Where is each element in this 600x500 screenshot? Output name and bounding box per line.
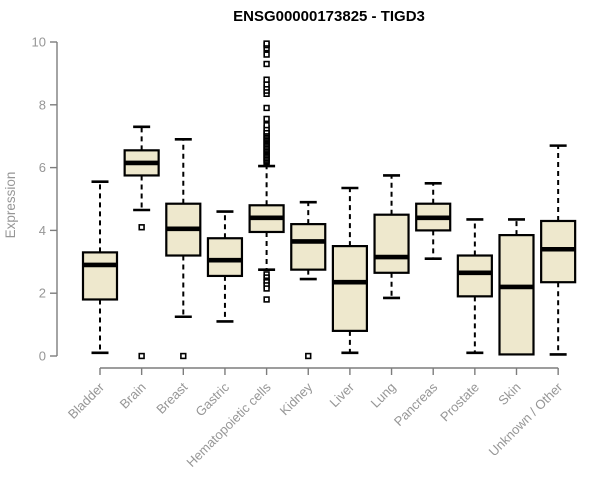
outlier-point (263, 296, 270, 303)
boxplot-unknown-other (540, 144, 577, 356)
x-tick-label: Prostate (437, 380, 482, 425)
outlier-point (263, 285, 270, 292)
boxplot-liver (331, 186, 368, 355)
outlier-point (138, 352, 145, 360)
boxplot-skin (498, 218, 535, 356)
x-tick-label: Pancreas (391, 379, 441, 429)
outlier-point (180, 352, 187, 360)
box (81, 251, 119, 301)
x-tick-label: Gastric (192, 379, 232, 419)
box (206, 237, 244, 278)
y-tick-label: 4 (39, 223, 46, 238)
boxplot-breast (165, 138, 202, 360)
box (540, 219, 577, 284)
box (331, 245, 368, 332)
chart-title: ENSG00000173825 - TIGD3 (233, 8, 425, 25)
y-tick-label: 2 (39, 286, 46, 301)
boxplot-gastric (206, 210, 244, 323)
box (456, 254, 493, 298)
y-tick-label: 10 (32, 35, 46, 50)
boxplot-hematopoietic-cells (248, 40, 285, 303)
outlier-point (263, 104, 270, 112)
y-tick-label: 0 (39, 349, 46, 364)
x-tick-label: Lung (368, 380, 399, 411)
outlier-point (305, 352, 312, 360)
outlier-point (263, 76, 270, 83)
x-tick-label: Bladder (65, 379, 108, 422)
boxplot-prostate (456, 218, 493, 355)
x-tick-label: Liver (326, 379, 357, 410)
box (373, 213, 410, 274)
box (290, 223, 327, 271)
outlier-point (263, 40, 270, 47)
outlier-point (263, 60, 270, 68)
outlier-point (138, 224, 145, 231)
y-tick-label: 8 (39, 97, 46, 112)
x-tick-label: Unknown / Other (486, 379, 566, 459)
y-axis-title: Expression (3, 172, 18, 239)
x-tick-label: Kidney (277, 379, 316, 418)
boxplot-brain (123, 125, 160, 360)
x-tick-label: Skin (495, 380, 523, 408)
y-tick-label: 6 (39, 160, 46, 175)
outlier-point (263, 51, 270, 58)
outlier-point (263, 115, 270, 123)
box (498, 234, 535, 356)
boxplot-pancreas (415, 182, 452, 260)
boxplots (81, 40, 577, 360)
boxplot-lung (373, 174, 410, 300)
x-tick-label: Brain (117, 380, 149, 412)
boxplot-kidney (290, 200, 327, 360)
outlier-point (263, 122, 270, 129)
boxplot-bladder (81, 180, 119, 355)
x-tick-label: Breast (153, 379, 190, 416)
